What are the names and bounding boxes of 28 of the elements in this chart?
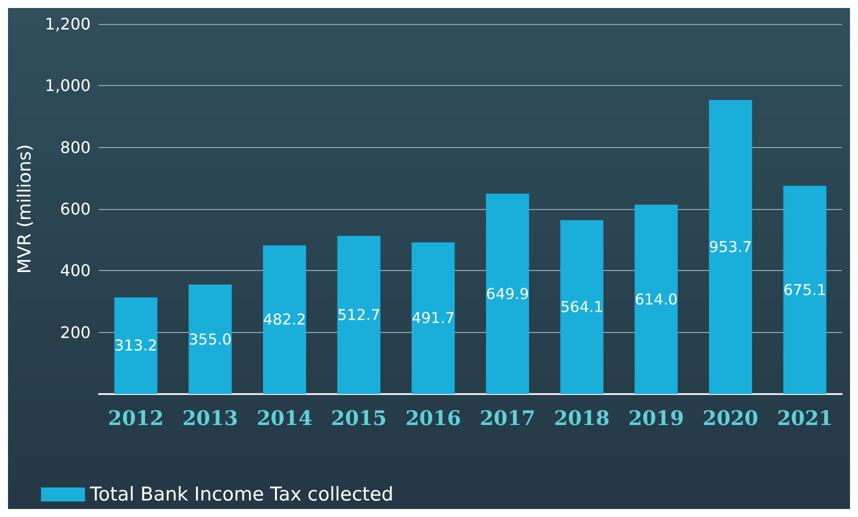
x-tick-label: 2021 [777,406,833,430]
y-tick-label: 600 [60,200,91,218]
data-label: 491.7 [412,309,455,328]
data-label: 649.9 [486,284,529,303]
x-tick-label: 2019 [628,406,684,430]
data-label: 482.2 [263,310,306,329]
x-tick-label: 2018 [554,406,610,430]
data-label: 313.2 [114,336,158,355]
data-label: 614.0 [634,290,678,308]
y-tick-label: 400 [60,261,91,280]
data-label: 953.7 [709,238,752,256]
y-tick-label: 200 [60,322,91,342]
x-tick-label: 2014 [256,406,312,430]
data-label: 355.0 [188,330,232,348]
x-tick-label: 2017 [480,406,536,430]
x-tick-label: 2016 [405,406,462,430]
y-tick-label: 1,000 [44,76,91,96]
x-tick-label: 2013 [182,406,238,430]
data-label: 512.7 [337,306,380,324]
x-tick-label: 2020 [702,406,758,430]
x-tick-label: 2012 [108,406,164,430]
y-tick-label: 800 [60,138,91,157]
y-tick-label: 1,200 [44,14,91,34]
data-label: 564.1 [560,298,604,316]
data-label: 675.1 [783,280,826,299]
x-tick-label: 2015 [331,406,387,430]
legend-label: Total Bank Income Tax collected [89,484,394,506]
y-axis-title: MVR (millions) [14,144,36,274]
